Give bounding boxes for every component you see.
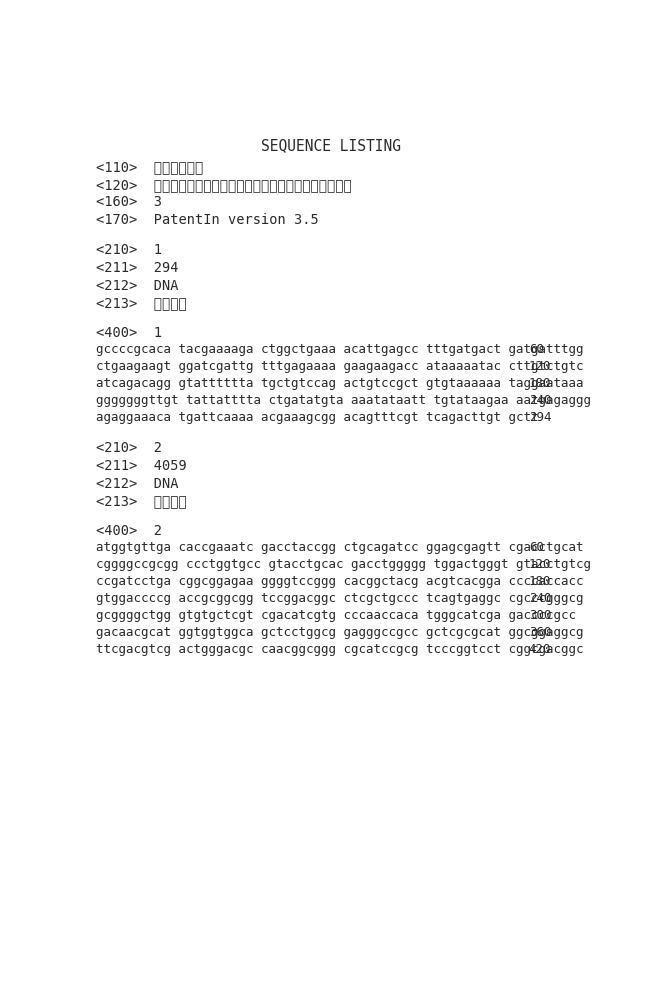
Text: <400>  1: <400> 1 <box>96 326 162 340</box>
Text: SEQUENCE LISTING: SEQUENCE LISTING <box>261 138 401 153</box>
Text: <211>  294: <211> 294 <box>96 261 178 275</box>
Text: <170>  PatentIn version 3.5: <170> PatentIn version 3.5 <box>96 213 318 227</box>
Text: <120>  一种淠粉诱导型重组枯草芽孢杆菌及其制备方法与应用: <120> 一种淠粉诱导型重组枯草芽孢杆菌及其制备方法与应用 <box>96 178 351 192</box>
Text: 120: 120 <box>529 360 551 373</box>
Text: 294: 294 <box>529 411 551 424</box>
Text: gtggaccccg accgcggcgg tccggacggc ctcgctgccc tcagtgaggc cgcccgggcg: gtggaccccg accgcggcgg tccggacggc ctcgctg… <box>96 592 583 605</box>
Text: 240: 240 <box>529 592 551 605</box>
Text: <212>  DNA: <212> DNA <box>96 477 178 491</box>
Text: 180: 180 <box>529 377 551 390</box>
Text: gccccgcaca tacgaaaaga ctggctgaaa acattgagcc tttgatgact gatgatttgg: gccccgcaca tacgaaaaga ctggctgaaa acattga… <box>96 343 583 356</box>
Text: <210>  2: <210> 2 <box>96 441 162 455</box>
Text: ccgatcctga cggcggagaa ggggtccggg cacggctacg acgtcacgga ccccaccacc: ccgatcctga cggcggagaa ggggtccggg cacggct… <box>96 575 583 588</box>
Text: gcggggctgg gtgtgctcgt cgacatcgtg cccaaccaca tgggcatcga gaccccgcc: gcggggctgg gtgtgctcgt cgacatcgtg cccaacc… <box>96 609 576 622</box>
Text: 420: 420 <box>529 643 551 656</box>
Text: cggggccgcgg ccctggtgcc gtacctgcac gacctggggg tggactgggt gtacctgtcg: cggggccgcgg ccctggtgcc gtacctgcac gacctg… <box>96 558 591 571</box>
Text: <110>  齐鲁工业大学: <110> 齐鲁工业大学 <box>96 160 203 174</box>
Text: 60: 60 <box>529 343 544 356</box>
Text: 180: 180 <box>529 575 551 588</box>
Text: <213>  人工合成: <213> 人工合成 <box>96 296 187 310</box>
Text: <211>  4059: <211> 4059 <box>96 459 187 473</box>
Text: gacaacgcat ggtggtggca gctcctggcg gagggccgcc gctcgcgcat ggcggaggcg: gacaacgcat ggtggtggca gctcctggcg gagggcc… <box>96 626 583 639</box>
Text: atcagacagg gtatttttta tgctgtccag actgtccgct gtgtaaaaaa taggaataaa: atcagacagg gtatttttta tgctgtccag actgtcc… <box>96 377 583 390</box>
Text: 300: 300 <box>529 609 551 622</box>
Text: <212>  DNA: <212> DNA <box>96 279 178 293</box>
Text: 60: 60 <box>529 541 544 554</box>
Text: ttcgacgtcg actgggacgc caacggcggg cgcatccgcg tcccggtcct cggcgacggc: ttcgacgtcg actgggacgc caacggcggg cgcatcc… <box>96 643 583 656</box>
Text: 120: 120 <box>529 558 551 571</box>
Text: <213>  人工合成: <213> 人工合成 <box>96 494 187 508</box>
Text: gggggggttgt tattatttta ctgatatgta aaatataatt tgtataagaa aatgagaggg: gggggggttgt tattatttta ctgatatgta aaatat… <box>96 394 591 407</box>
Text: <160>  3: <160> 3 <box>96 195 162 209</box>
Text: atggtgttga caccgaaatc gacctaccgg ctgcagatcc ggagcgagtt cgacctgcat: atggtgttga caccgaaatc gacctaccgg ctgcaga… <box>96 541 583 554</box>
Text: 240: 240 <box>529 394 551 407</box>
Text: <400>  2: <400> 2 <box>96 524 162 538</box>
Text: agaggaaaca tgattcaaaa acgaaagcgg acagtttcgt tcagacttgt gctt: agaggaaaca tgattcaaaa acgaaagcgg acagttt… <box>96 411 538 424</box>
Text: 360: 360 <box>529 626 551 639</box>
Text: ctgaagaagt ggatcgattg tttgagaaaa gaagaagacc ataaaaatac cttgtctgtc: ctgaagaagt ggatcgattg tttgagaaaa gaagaag… <box>96 360 583 373</box>
Text: <210>  1: <210> 1 <box>96 243 162 257</box>
